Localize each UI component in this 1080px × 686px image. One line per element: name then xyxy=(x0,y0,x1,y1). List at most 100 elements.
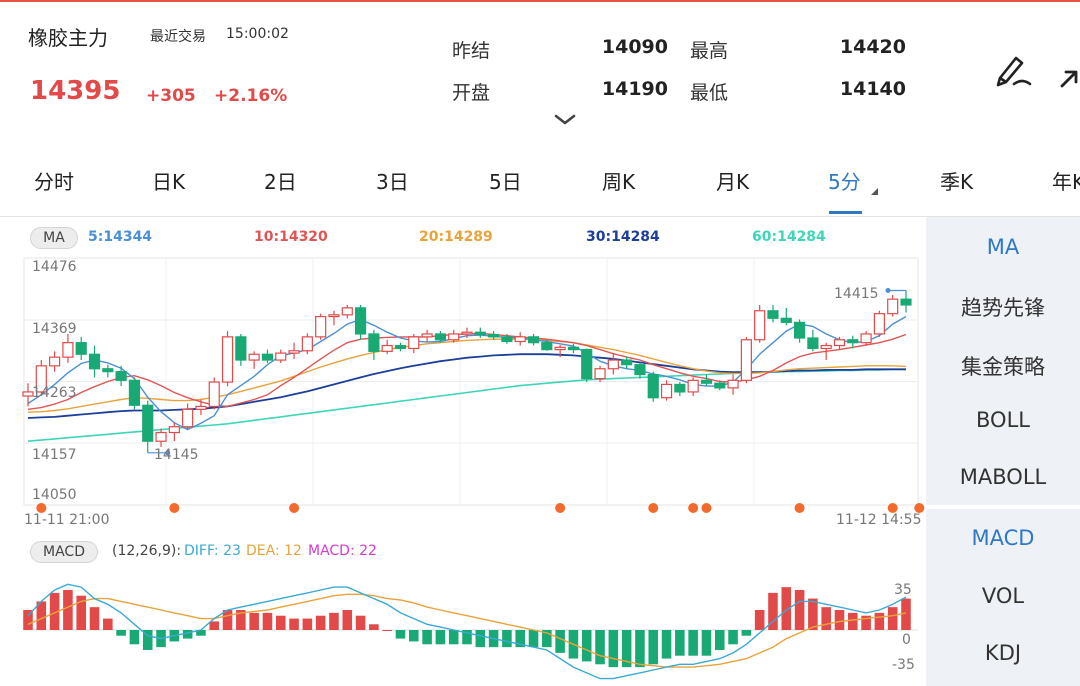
candle-down xyxy=(714,382,726,389)
indicator-ma[interactable]: MA xyxy=(986,235,1020,259)
candle-down xyxy=(75,342,87,355)
candle-up xyxy=(594,368,606,380)
signal-marker xyxy=(648,503,659,513)
tab-monthly[interactable]: 月K xyxy=(716,170,750,194)
macd-bar-positive xyxy=(781,587,792,630)
tab-daily[interactable]: 日K xyxy=(152,170,186,194)
candle-up xyxy=(514,336,526,343)
macd-bar-negative xyxy=(116,630,126,636)
kline-chart[interactable] xyxy=(0,217,926,686)
price-change: +305 xyxy=(146,86,196,106)
candle-up xyxy=(315,315,327,338)
tab-5day[interactable]: 5日 xyxy=(489,170,522,194)
candle-down xyxy=(88,353,101,370)
candle-up xyxy=(182,408,194,428)
candle-down xyxy=(488,333,500,338)
indicator-boll[interactable]: BOLL xyxy=(976,408,1030,432)
candle-up xyxy=(820,344,832,350)
indicator-vol[interactable]: VOL xyxy=(981,584,1025,608)
tab-intraday[interactable]: 分时 xyxy=(34,170,74,194)
top-accent-line xyxy=(0,0,1080,2)
ma10-value: 10:14320 xyxy=(254,229,328,245)
tab-quarterly[interactable]: 季K xyxy=(940,170,974,194)
macd-bar-positive xyxy=(874,612,885,630)
prev-settle-label: 昨结 xyxy=(452,40,491,62)
candle-down xyxy=(767,310,779,319)
candle-up xyxy=(448,333,460,341)
macd-bar-negative xyxy=(635,630,645,668)
macd-bar-negative xyxy=(448,630,459,645)
macd-bar-negative xyxy=(555,630,565,653)
candle-up xyxy=(155,431,167,442)
signal-marker xyxy=(914,503,925,513)
dropdown-caret-icon[interactable] xyxy=(871,188,878,195)
macd-bar-negative xyxy=(502,630,512,648)
candle-down xyxy=(434,333,446,341)
tab-yearly[interactable]: 年K xyxy=(1052,170,1080,194)
chevron-down-icon[interactable] xyxy=(552,112,578,128)
macd-bar-negative xyxy=(648,630,659,665)
indicator-fund-strategy[interactable]: 集金策略 xyxy=(961,355,1045,379)
candle-up xyxy=(62,342,74,358)
candle-down xyxy=(700,379,713,384)
macd-bar-positive xyxy=(315,615,326,630)
indicator-kdj[interactable]: KDJ xyxy=(984,641,1022,665)
candle-up xyxy=(833,339,846,347)
macd-bar-positive xyxy=(821,607,831,630)
candle-up xyxy=(554,346,566,351)
tab-5min[interactable]: 5分 xyxy=(828,170,861,194)
candle-down xyxy=(235,336,247,361)
dea-line xyxy=(27,593,907,668)
macd-axis-label: 35 xyxy=(894,582,912,598)
prev-settle-value: 14090 xyxy=(601,36,668,58)
macd-axis-label: -35 xyxy=(892,657,915,673)
candle-up xyxy=(408,336,420,350)
candle-down xyxy=(115,371,127,381)
tab-3day[interactable]: 3日 xyxy=(376,170,409,194)
candle-up xyxy=(461,331,473,335)
candle-down xyxy=(102,368,114,373)
recent-trade-time: 15:00:02 xyxy=(226,26,289,42)
candle-down xyxy=(501,336,513,343)
ma20-value: 20:14289 xyxy=(419,229,493,245)
candle-up xyxy=(887,298,899,315)
x-axis-end-label: 11-12 14:55 xyxy=(836,512,922,528)
pencil-draw-icon[interactable] xyxy=(994,48,1034,88)
active-tab-indicator xyxy=(829,211,862,214)
diff-line xyxy=(27,583,907,680)
macd-bar-positive xyxy=(49,592,60,630)
macd-bar-positive xyxy=(63,590,73,630)
macd-bar-negative xyxy=(621,630,632,668)
candle-up xyxy=(301,336,313,352)
ma-indicator-pill[interactable]: MA xyxy=(30,227,78,249)
macd-bar-negative xyxy=(515,630,526,648)
macd-bar-negative xyxy=(196,630,206,636)
macd-bar-positive xyxy=(36,601,47,630)
indicator-trend-pioneer[interactable]: 趋势先锋 xyxy=(961,296,1045,320)
indicator-macd[interactable]: MACD xyxy=(971,526,1035,550)
macd-bar-positive xyxy=(23,610,33,630)
macd-bar-positive xyxy=(289,618,299,630)
candle-up xyxy=(35,365,47,393)
x-axis-start-label: 11-11 21:00 xyxy=(24,512,110,528)
candle-down xyxy=(780,317,792,323)
macd-bar-negative xyxy=(701,630,712,656)
candle-up xyxy=(168,426,180,434)
indicator-maboll[interactable]: MABOLL xyxy=(959,465,1047,489)
product-name: 橡胶主力 xyxy=(28,26,108,50)
candle-down xyxy=(847,339,859,344)
candle-up xyxy=(22,391,34,397)
macd-bar-positive xyxy=(768,592,778,630)
macd-indicator-pill[interactable]: MACD xyxy=(30,541,98,563)
signal-marker xyxy=(169,503,180,513)
macd-bar-positive xyxy=(901,598,911,630)
indicator-panel-divider xyxy=(926,505,1080,509)
macd-bar-positive xyxy=(103,618,113,630)
tab-2day[interactable]: 2日 xyxy=(264,170,297,194)
candle-up xyxy=(381,344,393,352)
candle-down xyxy=(474,331,486,336)
macd-bar-negative xyxy=(595,630,605,665)
expand-arrow-icon[interactable] xyxy=(1056,66,1080,90)
tab-weekly[interactable]: 周K xyxy=(602,170,636,194)
macd-bar-negative xyxy=(475,630,486,648)
